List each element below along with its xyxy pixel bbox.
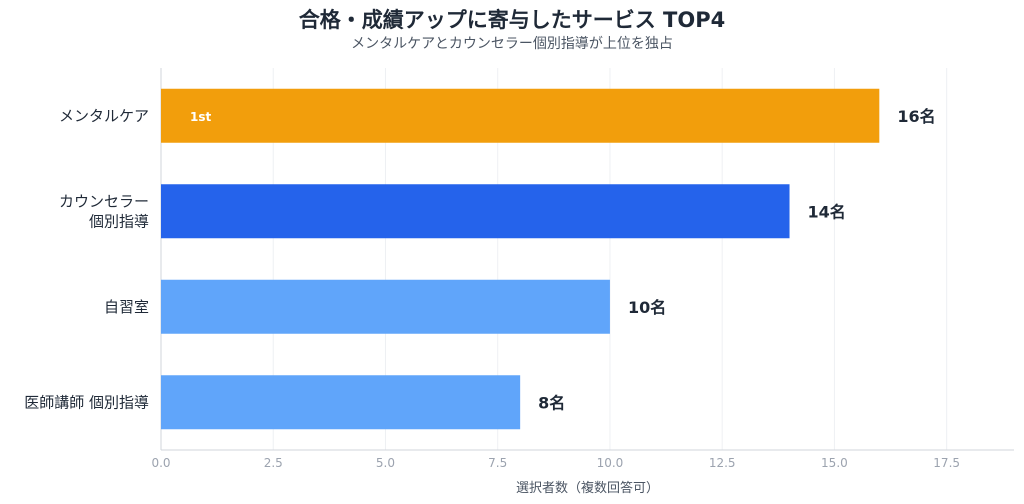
- data-label: 16名: [897, 107, 935, 126]
- rank-badge: 1st: [190, 110, 211, 124]
- category-label: カウンセラー: [59, 192, 149, 210]
- category-label: メンタルケア: [59, 107, 149, 125]
- bar: [161, 375, 521, 430]
- x-tick-label: 5.0: [376, 456, 395, 470]
- chart-subtitle: メンタルケアとカウンセラー個別指導が上位を独占: [351, 36, 673, 52]
- category-label: 自習室: [104, 298, 149, 316]
- category-label: 個別指導: [89, 212, 149, 230]
- data-label: 8名: [538, 393, 565, 412]
- x-tick-label: 10.0: [597, 456, 624, 470]
- bar: [161, 184, 790, 239]
- x-axis-title: 選択者数（複数回答可）: [516, 480, 659, 496]
- chart-title: 合格・成績アップに寄与したサービス TOP4: [298, 8, 726, 32]
- bar: [161, 279, 610, 334]
- data-label: 14名: [808, 202, 846, 221]
- x-tick-label: 17.5: [933, 456, 960, 470]
- x-tick-label: 0.0: [151, 456, 170, 470]
- category-label: 医師講師 個別指導: [24, 393, 149, 411]
- data-label: 10名: [628, 298, 666, 317]
- x-tick-label: 15.0: [821, 456, 848, 470]
- x-tick-label: 2.5: [264, 456, 283, 470]
- x-tick-label: 12.5: [709, 456, 736, 470]
- bar: [161, 88, 880, 143]
- x-tick-label: 7.5: [488, 456, 507, 470]
